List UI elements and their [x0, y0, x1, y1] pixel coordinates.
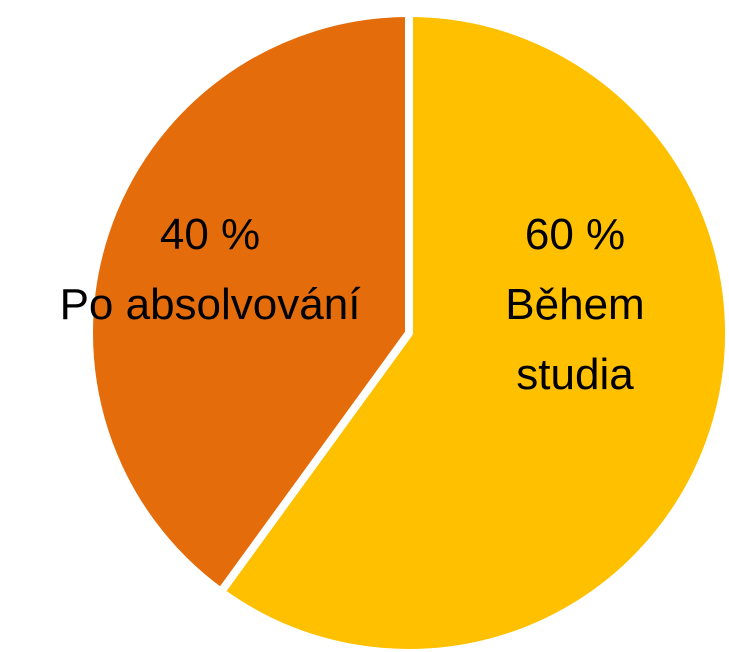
category-label: Během studia — [505, 280, 645, 399]
value-label: 60 % — [524, 210, 626, 259]
pie-slice — [85, 9, 413, 596]
pie-slice — [216, 9, 729, 652]
category-label: Po absolvování — [59, 280, 361, 329]
value-label: 40 % — [159, 210, 261, 259]
slice-label: 60 % Během studia — [470, 200, 680, 410]
label-block: 40 % Po absolvování — [10, 200, 410, 340]
label-block: 60 % Během studia — [470, 200, 680, 410]
slice-label: 40 % Po absolvování — [10, 200, 410, 340]
